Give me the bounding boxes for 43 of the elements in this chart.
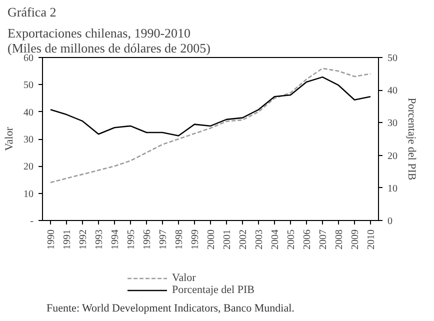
- x-tick-label: 2004: [270, 230, 281, 250]
- y-tick-label: 30: [24, 134, 34, 146]
- y2-tick-label: 0: [388, 216, 392, 227]
- x-tick-label: 1993: [94, 230, 105, 250]
- x-tick-label: 2001: [222, 230, 233, 250]
- y-tick-label: 10: [24, 188, 34, 200]
- x-tick-label: 1996: [142, 230, 153, 250]
- y-tick-label: -: [30, 216, 34, 227]
- line-series: [50, 76, 372, 136]
- x-tick-label: 1997: [158, 230, 169, 250]
- x-tick-label: 2006: [302, 230, 313, 250]
- y-tick-label: 40: [24, 107, 34, 118]
- x-tick-label: 1994: [110, 230, 121, 250]
- x-tick-label: 2005: [286, 230, 297, 250]
- x-tick-label: 2008: [334, 230, 345, 250]
- x-tick-label: 2003: [254, 230, 265, 250]
- y-tick-label: 50: [24, 80, 34, 92]
- y2-tick-label: 10: [388, 183, 398, 194]
- x-tick-label: 1990: [46, 230, 57, 250]
- x-tick-label: 2010: [366, 230, 377, 250]
- y2-tick-label: 40: [388, 86, 398, 97]
- y2-tick-label: 20: [388, 150, 398, 162]
- chart-subtitle: Exportaciones chilenas, 1990-2010 (Miles de millones de dólares de 2005): [8, 26, 210, 56]
- chart-title: Gráfica 2: [8, 4, 56, 20]
- x-tick-label: 2000: [206, 230, 217, 250]
- x-tick-label: 2009: [350, 230, 361, 250]
- y-tick-label: 60: [24, 53, 34, 64]
- y-axis-title: Valor: [4, 126, 16, 151]
- legend-label: Valor: [172, 272, 196, 284]
- x-tick-label: 2007: [318, 230, 329, 250]
- legend-label: Porcentaje del PIB: [172, 284, 254, 296]
- x-tick-label: 1995: [126, 230, 137, 250]
- x-tick-label: 1991: [62, 230, 73, 250]
- x-tick-label: 1998: [174, 230, 185, 250]
- x-tick-label: 1999: [190, 230, 201, 250]
- y2-tick-label: 30: [388, 118, 398, 130]
- y2-tick-label: 50: [388, 53, 398, 64]
- y-tick-label: 20: [24, 162, 34, 173]
- source-note: Fuente: World Development Indicators, Banco Mundial.: [46, 302, 295, 314]
- x-tick-label: 2002: [238, 230, 249, 250]
- x-tick-label: 1992: [78, 230, 89, 250]
- line-series: [50, 68, 372, 184]
- y2-axis-title: Porcentaje del PIB: [406, 98, 418, 180]
